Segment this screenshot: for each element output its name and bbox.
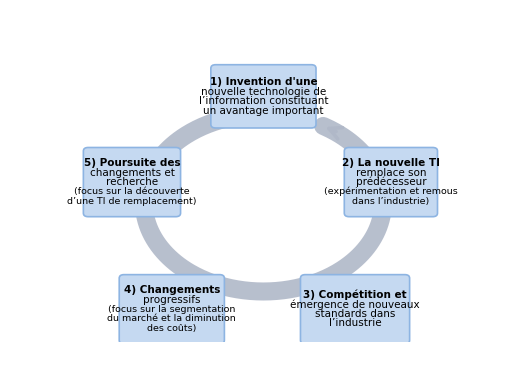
Text: 1) Invention d'une: 1) Invention d'une: [210, 77, 317, 87]
FancyBboxPatch shape: [211, 65, 316, 128]
Text: nouvelle technologie de: nouvelle technologie de: [201, 87, 326, 97]
Text: 2) La nouvelle TI: 2) La nouvelle TI: [342, 158, 440, 168]
Text: 3) Compétition et: 3) Compétition et: [303, 290, 407, 300]
Text: d’une TI de remplacement): d’une TI de remplacement): [67, 197, 197, 205]
Text: du marché et la diminution: du marché et la diminution: [107, 314, 236, 323]
Text: des coûts): des coûts): [147, 324, 196, 333]
Text: recherche: recherche: [106, 177, 158, 187]
Text: prédécesseur: prédécesseur: [356, 177, 426, 187]
Text: 4) Changements: 4) Changements: [124, 285, 220, 295]
FancyBboxPatch shape: [119, 275, 225, 344]
Text: l’information constituant: l’information constituant: [199, 96, 328, 106]
Text: 5) Poursuite des: 5) Poursuite des: [84, 158, 180, 168]
Text: émergence de nouveaux: émergence de nouveaux: [290, 299, 420, 310]
FancyBboxPatch shape: [344, 147, 437, 217]
Text: progressifs: progressifs: [143, 295, 200, 305]
Text: l’industrie: l’industrie: [329, 318, 381, 328]
Text: remplace son: remplace son: [356, 168, 426, 178]
Text: changements et: changements et: [89, 168, 174, 178]
Text: (focus sur la segmentation: (focus sur la segmentation: [108, 305, 235, 314]
Text: (expérimentation et remous: (expérimentation et remous: [324, 187, 458, 196]
FancyBboxPatch shape: [301, 275, 410, 344]
Text: dans l’industrie): dans l’industrie): [352, 197, 430, 205]
Text: (focus sur la découverte: (focus sur la découverte: [74, 187, 190, 196]
Text: standards dans: standards dans: [315, 309, 395, 319]
Text: un avantage important: un avantage important: [203, 106, 324, 116]
FancyBboxPatch shape: [83, 147, 180, 217]
